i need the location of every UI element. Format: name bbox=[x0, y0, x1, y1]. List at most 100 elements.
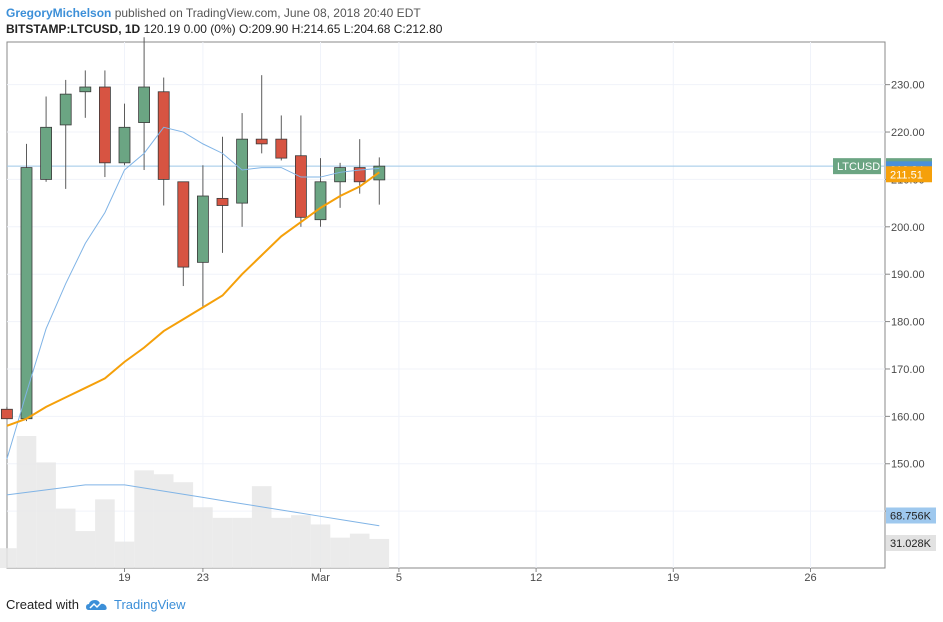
candle-body bbox=[196, 195, 209, 263]
candle-body bbox=[236, 138, 249, 204]
candle-body bbox=[138, 86, 151, 123]
candle-body bbox=[353, 167, 366, 183]
volume-bar bbox=[0, 548, 17, 568]
sma-slow-tag-text: 211.51 bbox=[890, 169, 923, 181]
volume-ma-tag: 68.756K bbox=[886, 507, 936, 524]
candle-up bbox=[79, 70, 92, 118]
volume-bar bbox=[251, 486, 272, 568]
volume-bar bbox=[55, 508, 76, 568]
volume-tag-bg bbox=[886, 535, 936, 551]
ohlc-values: 120.19 0.00 (0%) O:209.90 H:214.65 L:204… bbox=[143, 22, 443, 36]
symbol-price-tag: LTCUSD bbox=[833, 158, 881, 175]
volume-bar bbox=[212, 517, 233, 568]
volume-bar bbox=[291, 515, 311, 568]
candle-down bbox=[0, 406, 13, 420]
volume-ma-tag-bg bbox=[886, 507, 936, 524]
volume-bar bbox=[310, 524, 331, 568]
candle-up bbox=[334, 162, 347, 208]
price-tick-label: 180.00 bbox=[891, 317, 925, 329]
time-tick-label: 23 bbox=[197, 572, 209, 584]
candle-up bbox=[138, 37, 151, 170]
candle-down bbox=[294, 115, 307, 227]
candle-down bbox=[353, 139, 366, 194]
volume-bar bbox=[75, 531, 96, 568]
volume-bar bbox=[16, 436, 37, 568]
price-tick-label: 170.00 bbox=[891, 364, 925, 376]
price-tick-label: 190.00 bbox=[891, 269, 925, 281]
volume-bar bbox=[173, 482, 194, 568]
created-with-text: Created with bbox=[6, 597, 79, 612]
cloud-logo-icon bbox=[85, 599, 107, 610]
author-link[interactable]: GregoryMichelson bbox=[6, 6, 112, 20]
publish-header: GregoryMichelson published on TradingVie… bbox=[6, 5, 421, 21]
candle-body bbox=[40, 126, 52, 180]
volume-bar bbox=[271, 517, 292, 568]
candle-up bbox=[196, 165, 209, 308]
sma-fast-line bbox=[6, 126, 380, 460]
candle-body bbox=[294, 155, 307, 218]
candle-up bbox=[59, 79, 72, 189]
symbol-name: BITSTAMP:LTCUSD, 1D bbox=[6, 22, 141, 36]
volume-bars bbox=[0, 436, 390, 568]
sma-slow-line bbox=[6, 171, 380, 427]
tradingview-brand-link[interactable]: TradingView bbox=[85, 597, 186, 612]
time-tick-label: 12 bbox=[530, 572, 542, 584]
candle-up bbox=[40, 96, 52, 182]
volume-ma-tag-text: 68.756K bbox=[890, 511, 932, 523]
candle-body bbox=[99, 86, 111, 164]
candles bbox=[0, 37, 386, 422]
candle-up bbox=[118, 103, 131, 166]
footer: Created with TradingView bbox=[6, 597, 186, 612]
candle-body bbox=[216, 197, 229, 206]
volume-ma-line bbox=[6, 484, 380, 527]
time-axis[interactable]: 19 23 Mar 5 12 19 26 bbox=[118, 568, 817, 584]
sma-slow-tag-bg bbox=[886, 166, 932, 183]
volume-tag: 31.028K bbox=[886, 535, 936, 551]
candle-down bbox=[177, 181, 190, 287]
grid bbox=[7, 42, 885, 568]
candle-body bbox=[0, 408, 13, 420]
time-tick-label: 26 bbox=[804, 572, 816, 584]
volume-bar bbox=[330, 537, 350, 568]
candle-up bbox=[314, 158, 327, 227]
candle-down bbox=[157, 77, 170, 206]
price-tick-label: 150.00 bbox=[891, 459, 925, 471]
symbol-price-tag-bg bbox=[833, 158, 881, 175]
time-tick-label: 19 bbox=[118, 572, 130, 584]
time-tick-label: 5 bbox=[396, 572, 402, 584]
price-axis[interactable]: 140.00150.00160.00170.00180.00190.00200.… bbox=[885, 80, 925, 518]
candle-down bbox=[99, 70, 111, 178]
time-tick-label: 19 bbox=[667, 572, 679, 584]
candle-body bbox=[314, 181, 327, 221]
symbol-info-line: BITSTAMP:LTCUSD, 1D 120.19 0.00 (0%) O:2… bbox=[6, 21, 442, 37]
volume-bar bbox=[349, 533, 370, 568]
volume-bar bbox=[232, 517, 252, 568]
volume-bar bbox=[134, 470, 154, 568]
volume-ma-path bbox=[6, 484, 380, 527]
volume-bar bbox=[114, 541, 135, 568]
candle-body bbox=[79, 86, 92, 93]
volume-bar bbox=[153, 474, 174, 568]
volume-bar bbox=[193, 507, 213, 568]
moving-averages bbox=[6, 126, 380, 460]
sma-slow-tag: 211.51 bbox=[886, 166, 932, 183]
candle-down bbox=[216, 136, 229, 253]
candle-body bbox=[275, 138, 288, 159]
candle-down bbox=[255, 75, 268, 154]
time-tick-label: Mar bbox=[311, 572, 330, 584]
candle-body bbox=[177, 181, 190, 268]
candle-body bbox=[157, 91, 170, 180]
candle-body bbox=[59, 93, 72, 126]
volume-bar bbox=[95, 499, 115, 568]
brand-label: TradingView bbox=[113, 597, 186, 612]
volume-bar bbox=[369, 538, 390, 568]
candle-body bbox=[334, 167, 347, 183]
candle-body bbox=[118, 126, 131, 164]
candle-body bbox=[255, 138, 268, 145]
volume-tag-text: 31.028K bbox=[890, 538, 932, 550]
publish-info: published on TradingView.com, June 08, 2… bbox=[114, 6, 421, 20]
price-tick-label: 230.00 bbox=[891, 80, 925, 92]
price-tick-label: 160.00 bbox=[891, 411, 925, 423]
price-chart[interactable]: 140.00150.00160.00170.00180.00190.00200.… bbox=[0, 0, 943, 590]
